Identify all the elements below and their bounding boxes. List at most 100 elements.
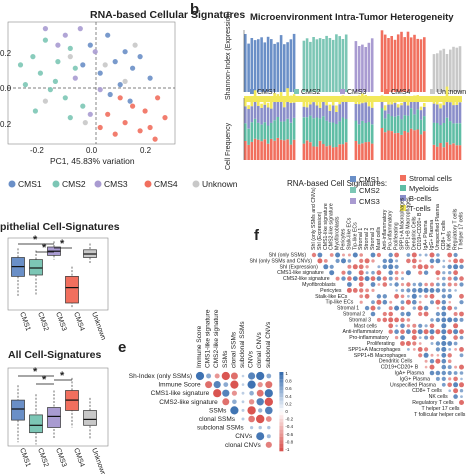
- heat-f-col-10: Stromal 3: [370, 228, 376, 250]
- freq-bar-cms2-11-stromal-cells: [338, 144, 341, 160]
- freq-bar-cms2-2-myeloids: [309, 115, 312, 143]
- scatter-point-cms1-8: [107, 91, 113, 98]
- heat-f-col-19: IgA+ Plasma: [423, 220, 429, 250]
- heatmap-f: ShI (only SSMs and CNVs) ShI (Expression)…: [249, 187, 465, 418]
- scatter-point-cms2-5: [72, 65, 78, 71]
- heat-f-cell-3-24: [453, 270, 458, 276]
- heat-e-row-1: Immune Score: [158, 382, 201, 389]
- freq-bar-cms2-2-t-cells: [309, 100, 312, 105]
- heat-f-cell-24-25: [460, 395, 463, 398]
- heat-f-cell-22-23: [447, 382, 453, 388]
- heat-e-cell-0-7: [256, 371, 265, 381]
- panel-letter-f: f: [254, 227, 260, 244]
- freq-bar-cms3-5-t-cells: [370, 99, 374, 108]
- shannon-bar-cms1-13: [286, 42, 289, 92]
- box-xtick-cms2: CMS2: [36, 311, 49, 332]
- freq-bar-cms2-4-myeloids: [315, 117, 319, 147]
- heat-f-cell-13-17: [411, 329, 417, 335]
- heat-e-cell-3-4: [232, 399, 237, 405]
- freq-bar-cms4-5-myeloids: [396, 115, 400, 133]
- shannon-bar-cms3-1: [357, 46, 361, 92]
- heat-f-cell-3-22: [442, 271, 446, 275]
- heat-f-cell-0-18: [418, 253, 422, 257]
- freq-bar-cms1-14-b-cells: [289, 103, 293, 123]
- heat-f-cell-19-24: [454, 365, 458, 369]
- heat-f-cell-3-16: [405, 270, 411, 276]
- shannon-bar-cms4-5: [396, 34, 400, 92]
- freq-bar-cms3-4-t-cells: [367, 100, 371, 107]
- freq-bar-cms1-15-stromal-cells: [292, 139, 296, 160]
- heat-e-cell-0-8: [266, 373, 272, 379]
- colorbar-seg-7: [279, 397, 284, 401]
- freq-bar-cms1-7-t-cells: [266, 102, 270, 108]
- heat-f-cell-10-19: [423, 311, 429, 317]
- freq-bar-cms2-12-myeloids: [341, 117, 345, 145]
- scatter-point-cms1-4: [130, 65, 136, 71]
- freq-bar-cms1-12-b-cells: [283, 107, 286, 122]
- freq-bar-cms1-4-t-cells: [257, 100, 260, 106]
- heat-f-col-16: SPP1+B Macrophages: [405, 197, 411, 250]
- heat-f-cell-13-25: [459, 329, 464, 335]
- freq-bar-cms1-4-b-cells: [257, 106, 260, 123]
- scatter-point-unknown-5: [122, 78, 128, 84]
- heat-f-cell-10-21: [435, 311, 440, 317]
- scatter-point-cms3-6: [97, 87, 103, 93]
- freq-bar-unknown-3-myeloids: [442, 123, 446, 148]
- colorbar-seg-13: [279, 418, 284, 423]
- freq-bar-cms4-12-t-cells: [419, 106, 423, 111]
- heat-f-row-3: CMS1-like signature: [277, 270, 324, 276]
- freq-bars: [243, 86, 462, 160]
- colorbar-seg-21: [279, 447, 284, 452]
- freq-bar-cms4-8-stromal-cells: [406, 132, 410, 160]
- scatter-point-cms2-0: [55, 59, 61, 65]
- heat-e-cell-2-2: [213, 389, 222, 398]
- shannon-bar-cms4-6: [400, 31, 403, 92]
- shannon-bar-unknown-6: [452, 46, 455, 92]
- heat-f-cell-1-16: [406, 258, 411, 264]
- heat-f-row-10: Stromal 2: [343, 312, 365, 318]
- heat-f-cell-19-20: [429, 364, 435, 370]
- heat-e-cell-0-6: [248, 372, 256, 380]
- freq-bar-cms4-0-b-cells: [380, 97, 384, 108]
- heat-e-cell-2-4: [231, 390, 237, 396]
- freq-bar-cms1-0-b-cells: [244, 106, 247, 124]
- shannon-legend: CMS1 CMS2 CMS3 CMS4 Unknown: [250, 89, 466, 96]
- heat-f-cell-4-11: [376, 276, 382, 281]
- heat-f-col-21: Unspecified Plasma: [435, 204, 441, 250]
- colorbar-seg-4: [279, 386, 284, 391]
- heat-f-cell-6-24: [454, 289, 457, 292]
- heat-e-cell-0-1: [206, 373, 212, 379]
- heat-f-cell-0-0: [311, 252, 317, 258]
- heat-f-cell-11-24: [453, 317, 458, 323]
- heat-f-cell-0-13: [388, 252, 393, 258]
- heat-f-cell-14-24: [453, 335, 458, 340]
- heat-e-cell-8-8: [265, 441, 272, 448]
- heat-f-cell-5-19: [424, 282, 428, 287]
- cell-legend-label-cms2: CMS2: [359, 186, 380, 195]
- freq-bar-cms1-2-stromal-cells: [250, 141, 254, 160]
- freq-bar-cms4-10-b-cells: [413, 101, 416, 115]
- freq-top-band: [244, 96, 462, 102]
- colorbar-seg-12: [279, 415, 284, 419]
- scatter-point-cms1-1: [112, 59, 118, 65]
- heat-f-cell-10-15: [400, 311, 405, 317]
- heat-f-cell-4-4: [335, 276, 340, 281]
- heat-f-cell-2-25: [459, 264, 464, 269]
- freq-bar-cms4-12-b-cells: [419, 110, 423, 120]
- freq-bar-cms1-1-b-cells: [247, 108, 250, 129]
- freq-bar-unknown-4-myeloids: [445, 117, 449, 143]
- freq-bar-cms1-0-t-cells: [244, 97, 247, 107]
- heat-f-cell-20-21: [435, 370, 441, 376]
- shannon-bar-cms2-11: [338, 36, 341, 92]
- heat-f-col-9: Stromal 2: [364, 228, 370, 250]
- freq-bar-cms4-13-b-cells: [423, 106, 426, 117]
- shannon-bar-cms2-10: [335, 34, 338, 92]
- heat-f-cell-0-14: [394, 252, 399, 258]
- heat-f-cell-17-19: [423, 352, 429, 358]
- shannon-bar-cms1-11: [279, 35, 283, 92]
- scatter-point-cms4-5: [112, 131, 118, 137]
- heat-f-cell-1-13: [388, 258, 394, 264]
- freq-bar-cms4-1-stromal-cells: [383, 132, 387, 160]
- heat-f-cell-5-20: [430, 282, 434, 287]
- freq-bar-cms1-2-b-cells: [250, 106, 254, 123]
